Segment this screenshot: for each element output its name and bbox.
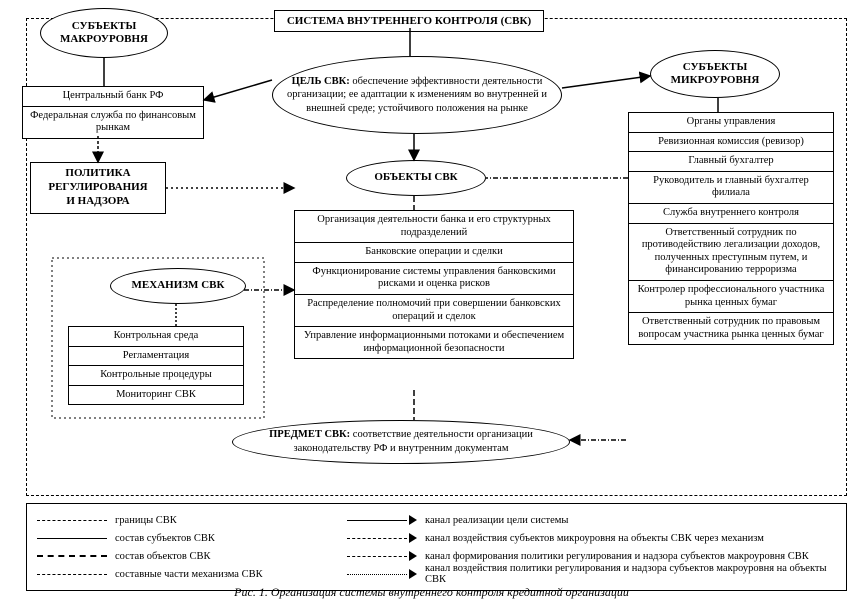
mechanism-ellipse: МЕХАНИЗМ СВК: [110, 268, 246, 304]
subject-text: ПРЕДМЕТ СВК: соответствие деятельности о…: [249, 428, 553, 455]
micro-item: Контролер профессионального участника ры…: [629, 281, 833, 313]
policy-box: ПОЛИТИКА РЕГУЛИРОВАНИЯ И НАДЗОРА: [30, 162, 166, 214]
legend-arrow-solid: [347, 514, 417, 526]
mechanism-items: Контрольная среда Регламентация Контроль…: [68, 326, 244, 405]
micro-item: Главный бухгалтер: [629, 152, 833, 172]
micro-item: Ответственный сотрудник по противодейств…: [629, 224, 833, 281]
legend-arrow-dash: [347, 550, 417, 562]
objects-item: Банковские операции и сделки: [295, 243, 573, 263]
legend-text: канал воздействия субъектов микроуровня …: [425, 533, 764, 544]
micro-items: Органы управления Ревизионная комиссия (…: [628, 112, 834, 345]
micro-item: Ответственный сотрудник по правовым вопр…: [629, 313, 833, 344]
micro-item: Органы управления: [629, 113, 833, 133]
subject-box: ПРЕДМЕТ СВК: соответствие деятельности о…: [232, 420, 570, 464]
goal-text: ЦЕЛЬ СВК: обеспечение эффективности деят…: [285, 75, 549, 116]
mechanism-label: МЕХАНИЗМ СВК: [132, 279, 225, 292]
objects-label: ОБЪЕКТЫ СВК: [374, 171, 457, 184]
macro-label: СУБЪЕКТЫ МАКРОУРОВНЯ: [60, 20, 148, 46]
macro-item: Федеральная служба по финансовым рынкам: [23, 107, 203, 138]
macro-items: Центральный банк РФ Федеральная служба п…: [22, 86, 204, 139]
policy-label: ПОЛИТИКА РЕГУЛИРОВАНИЯ И НАДЗОРА: [48, 167, 147, 208]
mechanism-item: Контрольная среда: [69, 327, 243, 347]
legend-line-longdash: [37, 555, 107, 557]
objects-items: Организация деятельности банка и его стр…: [294, 210, 574, 359]
legend-arrow-dashdot: [347, 532, 417, 544]
micro-item: Служба внутреннего контроля: [629, 204, 833, 224]
micro-item: Руководитель и главный бухгалтер филиала: [629, 172, 833, 204]
objects-item: Управление информационными потоками и об…: [295, 327, 573, 358]
legend-text: канал воздействия политики регулирования…: [425, 563, 836, 585]
macro-item: Центральный банк РФ: [23, 87, 203, 107]
mechanism-item: Контрольные процедуры: [69, 366, 243, 386]
objects-item: Организация деятельности банка и его стр…: [295, 211, 573, 243]
legend-text: границы СВК: [115, 515, 347, 526]
legend-text: канал формирования политики регулировани…: [425, 551, 809, 562]
figure-caption: Рис. 1. Организация системы внутреннего …: [0, 585, 863, 600]
legend-line-solid: [37, 538, 107, 539]
goal-box: ЦЕЛЬ СВК: обеспечение эффективности деят…: [272, 56, 562, 134]
micro-item: Ревизионная комиссия (ревизор): [629, 133, 833, 153]
title-svk: СИСТЕМА ВНУТРЕННЕГО КОНТРОЛЯ (СВК): [274, 10, 544, 32]
micro-ellipse: СУБЪЕКТЫ МИКРОУРОВНЯ: [650, 50, 780, 98]
legend-box: границы СВК канал реализации цели систем…: [26, 503, 847, 591]
legend-text: канал реализации цели системы: [425, 515, 568, 526]
legend-text: состав субъектов СВК: [115, 533, 347, 544]
legend-row: состав объектов СВК канал формирования п…: [37, 548, 836, 564]
objects-ellipse: ОБЪЕКТЫ СВК: [346, 160, 486, 196]
micro-label: СУБЪЕКТЫ МИКРОУРОВНЯ: [671, 61, 760, 87]
legend-text: составные части механизма СВК: [115, 569, 347, 580]
objects-item: Распределение полномочий при совершении …: [295, 295, 573, 327]
legend-text: состав объектов СВК: [115, 551, 347, 562]
legend-row: границы СВК канал реализации цели систем…: [37, 512, 836, 528]
objects-item: Функционирование системы управления банк…: [295, 263, 573, 295]
legend-arrow-dotted: [347, 568, 417, 580]
legend-line-dashed: [37, 520, 107, 521]
legend-row: составные части механизма СВК канал возд…: [37, 566, 836, 582]
title-text: СИСТЕМА ВНУТРЕННЕГО КОНТРОЛЯ (СВК): [287, 15, 531, 27]
legend-row: состав субъектов СВК канал воздействия с…: [37, 530, 836, 546]
legend-line-dashdotdot: [37, 574, 107, 575]
mechanism-item: Регламентация: [69, 347, 243, 367]
mechanism-item: Мониторинг СВК: [69, 386, 243, 405]
macro-ellipse: СУБЪЕКТЫ МАКРОУРОВНЯ: [40, 8, 168, 58]
